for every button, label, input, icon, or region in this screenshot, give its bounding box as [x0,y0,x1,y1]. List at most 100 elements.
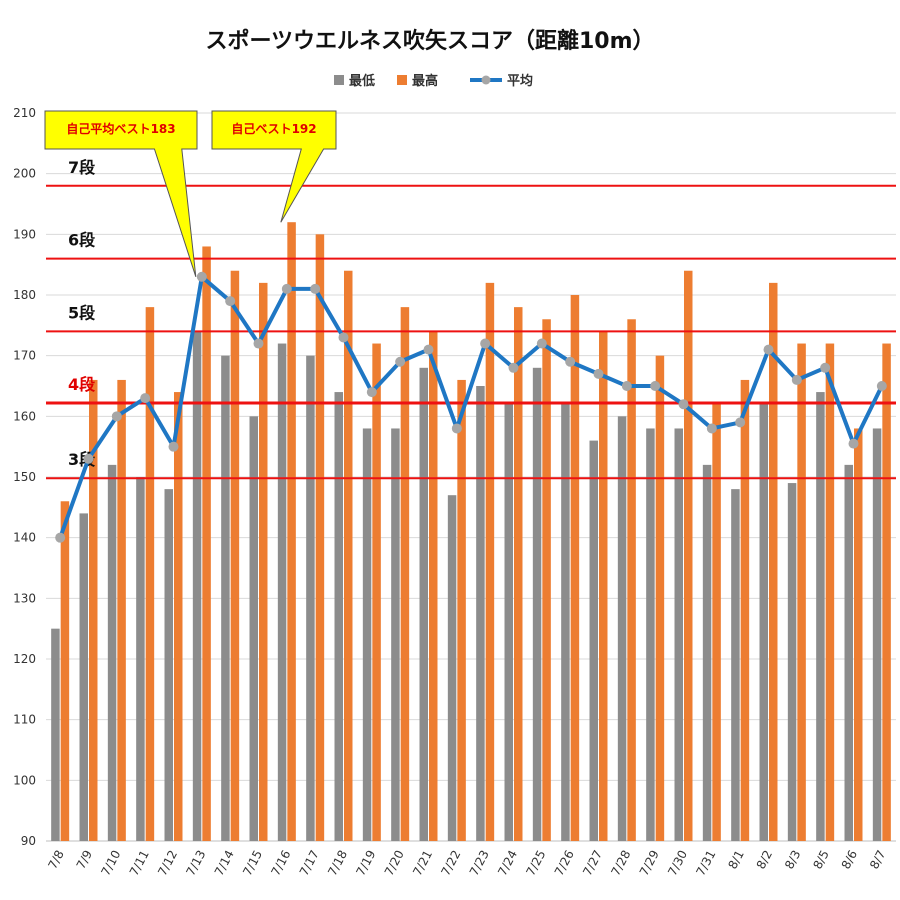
average-point [848,438,859,449]
bar-min [192,331,202,841]
x-tick-label: 7/20 [382,848,407,878]
legend-label-max: 最高 [412,73,438,89]
x-tick-label: 7/10 [98,848,123,878]
callout-bubble [44,110,198,277]
bar-max [117,379,126,841]
x-tick-label: 7/22 [438,848,463,878]
bar-min [164,489,173,841]
bar-min [589,440,598,841]
bar-max [400,307,410,842]
bar-max [655,355,665,841]
bar-max [769,282,778,841]
bar-max [627,319,636,841]
average-point [225,296,236,307]
average-point [593,368,604,379]
bar-max [797,343,806,841]
bar-min [107,464,117,841]
bar-max [882,343,891,841]
x-tick-label: 7/21 [410,848,435,878]
x-tick-label: 7/31 [693,848,718,878]
bar-min [787,483,797,841]
bar-min [702,464,712,841]
x-tick-label: 7/15 [240,848,265,878]
bar-min [221,355,230,841]
average-point [83,453,94,464]
bar-min [759,404,768,841]
average-point [168,441,179,452]
average-line [58,274,884,539]
average-point [876,381,887,391]
x-tick-label: 7/27 [580,848,605,878]
x-tick-label: 8/5 [810,848,831,872]
average-point [565,356,576,367]
average-point [196,271,207,282]
bar-min [561,404,570,841]
average-point [281,283,292,294]
bar-min [391,428,400,841]
bar-max [60,501,70,841]
average-point [55,532,66,543]
bar-min [447,495,457,841]
y-tick-label: 130 [13,591,36,605]
x-tick-label: 7/8 [45,848,66,872]
x-tick-label: 7/17 [297,848,322,878]
bar-min [419,367,428,841]
bar-min [51,628,60,841]
x-tick-label: 8/2 [754,848,775,872]
bar-min [277,343,287,841]
bar-max [372,343,381,841]
bar-max [259,282,268,841]
x-tick-label: 7/26 [552,848,577,878]
bar-min [476,386,485,841]
x-tick-label: 8/1 [725,848,746,872]
x-tick-label: 7/25 [523,848,548,878]
bar-max [854,428,863,841]
chart-title: スポーツウエルネス吹矢スコア（距離10m） [205,28,654,54]
x-tick-label: 7/11 [127,848,152,878]
bar-min [362,428,372,841]
bar-max [145,307,155,842]
bar-min [816,392,825,841]
callouts: 自己平均ベスト183 自己ベスト192 [44,110,337,277]
rank-label: 5段 [68,303,96,322]
bar-max [514,307,523,842]
bar-min [674,428,683,841]
average-point [678,399,689,410]
legend-swatch-avg-marker [481,75,491,85]
y-tick-label: 210 [13,106,36,120]
gridlines [46,112,896,842]
bar-max [570,295,580,841]
bar-max [485,282,495,841]
rank-label: 6段 [68,231,96,250]
bar-min [306,355,315,841]
average-point [111,411,122,422]
bar-max [740,379,750,841]
average-point [706,423,717,434]
bar-max [457,379,466,841]
x-tick-label: 7/24 [495,848,520,878]
legend-swatch-max [397,75,407,85]
x-tick-label: 7/23 [467,848,492,878]
x-tick-label: 7/9 [74,848,95,872]
average-point [791,374,802,385]
bar-max [202,246,211,841]
y-tick-label: 140 [13,531,36,545]
y-tick-label: 150 [13,470,36,484]
callout-bubble [211,110,337,223]
average-point [395,356,406,367]
average-point [310,283,321,294]
x-axis: 7/8 7/9 7/10 7/11 7/12 7/13 7/14 7/15 7/16 7/17 7/… [45,848,888,878]
average-point [451,423,462,434]
y-tick-label: 200 [13,167,36,181]
y-axis: 90 100 110 120 130 140 150 160 170 180 190 200 210 [13,106,896,848]
x-tick-label: 7/13 [183,848,208,878]
average-point [253,338,264,349]
average-point [536,338,547,349]
y-tick-label: 90 [21,834,36,848]
y-tick-label: 120 [13,652,36,666]
bar-min [136,477,145,841]
average-point [820,362,831,373]
average-point [735,417,746,428]
legend-label-avg: 平均 [507,73,533,89]
